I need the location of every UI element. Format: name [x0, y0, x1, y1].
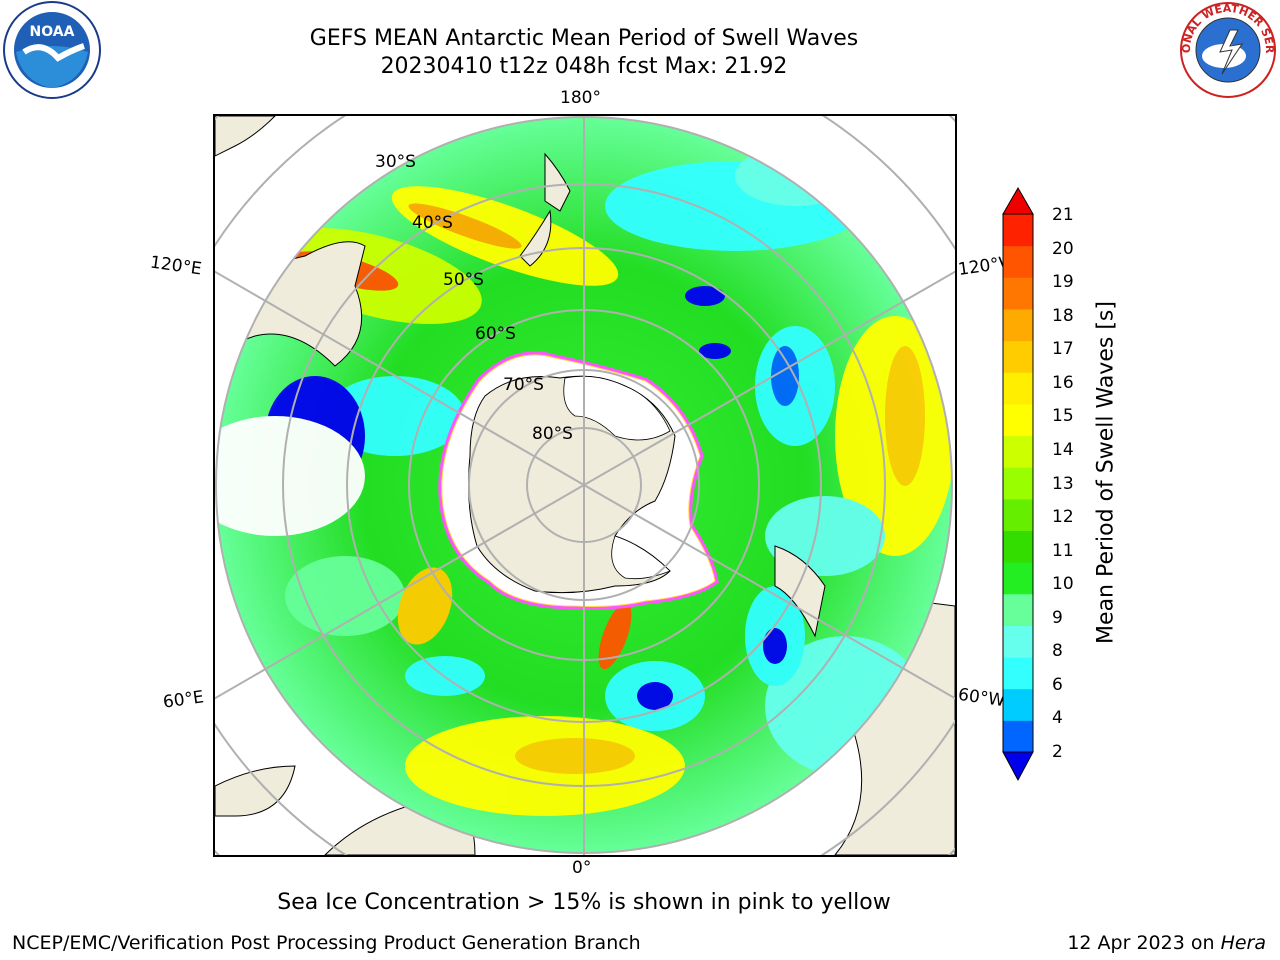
chart-title: GEFS MEAN Antarctic Mean Period of Swell…	[309, 26, 859, 51]
ross-ice-shelf	[563, 375, 671, 441]
colorbar-swatch	[1003, 562, 1033, 595]
colorbar-swatch	[1003, 625, 1033, 658]
lon-label-0: 0°	[572, 858, 592, 878]
colorbar-label: Mean Period of Swell Waves [s]	[1093, 301, 1119, 644]
chart-subtitle-date: 20230410 t12z 048h fcst Max: 21.92	[380, 54, 788, 79]
colorbar-max-arrow	[1002, 186, 1034, 215]
colorbar-tick-label: 19	[1052, 272, 1074, 293]
colorbar-tick-label: 2	[1052, 742, 1063, 762]
colorbar-swatch	[1003, 214, 1033, 247]
colorbar-swatch	[1003, 530, 1033, 563]
colorbar-tick-label: 15	[1052, 406, 1074, 427]
colorbar-tick-label: 17	[1052, 339, 1074, 360]
colorbar-swatch	[1003, 688, 1033, 721]
graticule	[215, 116, 955, 855]
colorbar-tick-label: 4	[1052, 708, 1063, 729]
polar-map	[215, 116, 955, 855]
noaa-logo: NOAA	[2, 0, 102, 100]
colorbar-swatch	[1003, 435, 1033, 468]
colorbar-min-arrow	[1002, 751, 1034, 782]
colorbar-outline	[1002, 213, 1034, 753]
lon-label-60w: 60°W	[956, 684, 1007, 712]
new-zealand-south	[519, 209, 552, 267]
colorbar-tick-label: 8	[1052, 641, 1063, 662]
colorbar-ticks: 21 20 19 18 17 16 15 14 13 12 11 10 9 8 6 4 2	[1052, 0, 1092, 960]
new-zealand-north	[544, 152, 571, 212]
lon-label-120e: 120°E	[148, 252, 203, 280]
footer-date: 12 Apr 2023 on Hera	[1067, 932, 1266, 954]
colorbar-swatch	[1003, 245, 1033, 278]
colorbar-tick-label: 6	[1052, 674, 1063, 695]
colorbar-tick-label: 14	[1052, 439, 1074, 460]
swell-field	[216, 146, 952, 816]
lat-label-40s: 40°S	[412, 213, 453, 233]
footer-host: Hera	[1220, 932, 1266, 954]
colorbar-swatch	[1003, 277, 1033, 310]
sea-ice-note: Sea Ice Concentration > 15% is shown in …	[277, 890, 891, 915]
colorbar-swatch	[1003, 340, 1033, 373]
noaa-logo-text: NOAA	[30, 24, 75, 40]
colorbar-swatch	[1003, 720, 1033, 753]
footer-date-text: 12 Apr 2023 on	[1067, 932, 1215, 954]
lat-label-80s: 80°S	[532, 424, 573, 444]
colorbar-tick-label: 10	[1052, 574, 1074, 595]
colorbar-swatch	[1003, 593, 1033, 626]
lon-label-60e: 60°E	[161, 687, 206, 713]
colorbar-swatch	[1003, 372, 1033, 405]
colorbar-tick-label: 9	[1052, 607, 1063, 628]
colorbar-tick-label: 21	[1052, 205, 1074, 225]
colorbar-swatch	[1003, 308, 1033, 342]
colorbar-tick-label: 13	[1052, 473, 1074, 494]
south-america-tip	[774, 545, 826, 638]
footer-credit: NCEP/EMC/Verification Post Processing Pr…	[12, 932, 641, 954]
lat-label-60s: 60°S	[475, 324, 516, 344]
colorbar-swatches	[1002, 186, 1034, 782]
colorbar-swatch	[1003, 403, 1033, 437]
colorbar-swatch	[1003, 498, 1033, 531]
colorbar-tick-label: 20	[1052, 238, 1074, 259]
colorbar-tick-label: 12	[1052, 507, 1074, 528]
lat-label-70s: 70°S	[503, 375, 544, 395]
lat-label-30s: 30°S	[375, 152, 416, 172]
map-frame	[213, 114, 957, 857]
colorbar-tick-label: 16	[1052, 372, 1074, 393]
colorbar-tick-label: 18	[1052, 305, 1074, 326]
lat-label-50s: 50°S	[443, 270, 484, 290]
colorbar-tick-label: 11	[1052, 540, 1074, 561]
nws-logo: NATIONAL WEATHER SERVICE	[1173, 0, 1278, 100]
colorbar-swatch	[1003, 467, 1033, 500]
colorbar	[1000, 186, 1040, 782]
colorbar-swatch	[1003, 657, 1033, 690]
lon-label-180: 180°	[560, 88, 601, 108]
weddell-ice-shelf	[611, 535, 671, 580]
